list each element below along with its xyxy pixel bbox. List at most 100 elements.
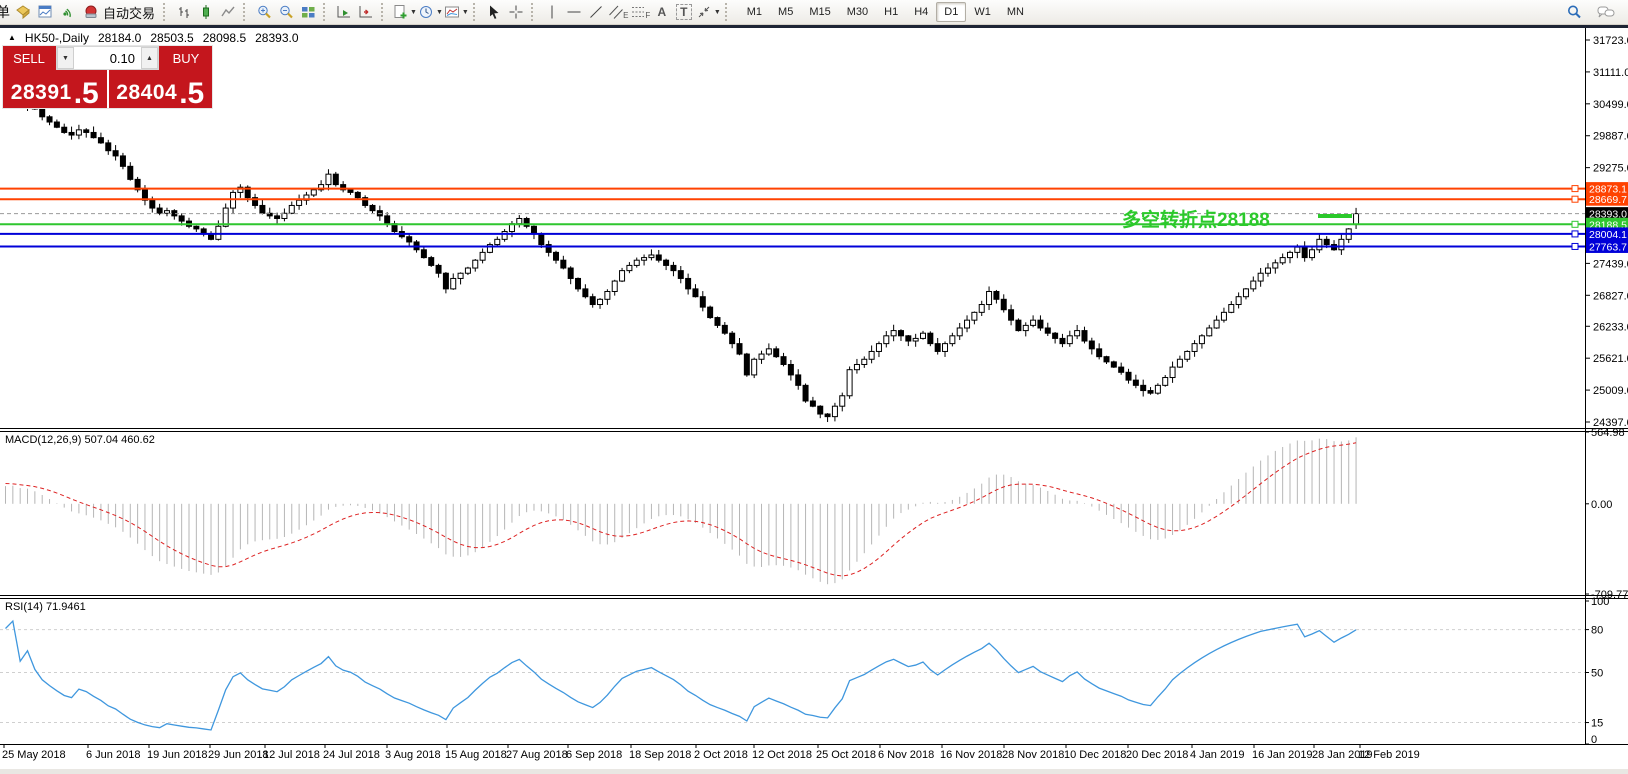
svg-text:28 Nov 2018: 28 Nov 2018 bbox=[1002, 749, 1064, 761]
svg-text:12 Oct 2018: 12 Oct 2018 bbox=[752, 749, 812, 761]
bar-chart-icon[interactable] bbox=[173, 2, 195, 23]
pane-borders bbox=[0, 28, 1628, 745]
label-tool-icon[interactable]: T bbox=[673, 2, 695, 23]
svg-text:16 Jan 2019: 16 Jan 2019 bbox=[1252, 749, 1313, 761]
svg-text:24397.0: 24397.0 bbox=[1593, 417, 1628, 429]
signals-icon[interactable] bbox=[56, 2, 78, 23]
search-icon[interactable] bbox=[1563, 2, 1585, 23]
chart-header: ▲ HK50-,Daily 28184.0 28503.5 28098.5 28… bbox=[8, 31, 299, 45]
sell-price[interactable]: 28391 .5 bbox=[3, 70, 109, 110]
collapse-panel-icon[interactable]: ▲ bbox=[8, 33, 16, 42]
auto-scroll-icon[interactable] bbox=[333, 2, 355, 23]
svg-text:6 Sep 2018: 6 Sep 2018 bbox=[566, 749, 622, 761]
timeframe-button-W1[interactable]: W1 bbox=[974, 6, 991, 18]
cursor-tool-icon[interactable] bbox=[483, 2, 505, 23]
symbol-period-label: HK50-,Daily bbox=[24, 31, 89, 45]
periods-icon[interactable]: ▼ bbox=[417, 2, 443, 23]
chat-icon[interactable] bbox=[1595, 2, 1617, 23]
svg-text:0.00: 0.00 bbox=[1591, 499, 1612, 511]
rsi-axis: 100 80 50 15 0 bbox=[1585, 596, 1609, 746]
buy-button[interactable]: BUY bbox=[160, 46, 212, 70]
pivot-annotation-text: 多空转折点28188 bbox=[1122, 210, 1270, 231]
svg-text:4 Jan 2019: 4 Jan 2019 bbox=[1190, 749, 1244, 761]
new-chart-icon[interactable] bbox=[34, 2, 56, 23]
toolbar-separator bbox=[530, 3, 537, 21]
horizontal-line-tool-icon[interactable] bbox=[563, 2, 585, 23]
volume-field: ▼ 0.10 ▲ bbox=[56, 46, 159, 70]
sell-price-frac: .5 bbox=[73, 77, 99, 110]
timeframe-button-MN[interactable]: MN bbox=[1006, 6, 1024, 18]
buy-price[interactable]: 28404 .5 bbox=[109, 70, 213, 110]
svg-text:29275.0: 29275.0 bbox=[1593, 163, 1628, 175]
svg-text:10 Dec 2018: 10 Dec 2018 bbox=[1064, 749, 1126, 761]
tile-windows-icon[interactable] bbox=[297, 2, 319, 23]
svg-text:564.98: 564.98 bbox=[1591, 427, 1625, 439]
auto-trading-button[interactable]: 自动交易 bbox=[78, 2, 159, 23]
new-order-partial-label[interactable]: 单 bbox=[0, 4, 10, 20]
svg-text:12 Feb 2019: 12 Feb 2019 bbox=[1358, 749, 1420, 761]
ohlc-close: 28393.0 bbox=[255, 31, 299, 45]
price-axis: 31723.0 31111.0 30499.0 29887.0 29275.0 27439… bbox=[1585, 35, 1628, 429]
crosshair-tool-icon[interactable] bbox=[505, 2, 527, 23]
indicators-icon[interactable]: ▼ bbox=[391, 2, 417, 23]
toolbar-separator bbox=[163, 3, 169, 21]
timeframe-button-M5[interactable]: M5 bbox=[778, 6, 794, 18]
sell-price-main: 28391 bbox=[10, 81, 72, 104]
zoom-in-icon[interactable] bbox=[253, 2, 275, 23]
chart-shift-icon[interactable] bbox=[355, 2, 377, 23]
templates-icon[interactable]: ▼ bbox=[443, 2, 469, 23]
text-tool-icon[interactable]: A bbox=[651, 2, 673, 23]
svg-text:80: 80 bbox=[1591, 625, 1603, 637]
new-order-icon[interactable] bbox=[12, 2, 34, 23]
fibonacci-tool-icon[interactable]: F bbox=[629, 2, 651, 23]
svg-text:27439.0: 27439.0 bbox=[1593, 258, 1628, 270]
time-axis: 25 May 2018 6 Jun 2018 19 Jun 2018 29 Jun 2… bbox=[2, 744, 1420, 761]
timeframe-button-D1[interactable]: D1 bbox=[936, 2, 967, 22]
timeframe-button-M15[interactable]: M15 bbox=[809, 6, 831, 18]
volume-increase-button[interactable]: ▲ bbox=[141, 47, 158, 69]
line-chart-icon[interactable] bbox=[217, 2, 239, 23]
svg-text:100: 100 bbox=[1591, 596, 1609, 608]
ohlc-high: 28503.5 bbox=[150, 31, 194, 45]
svg-text:20 Dec 2018: 20 Dec 2018 bbox=[1126, 749, 1188, 761]
channel-suffix-label: E bbox=[623, 10, 629, 20]
fibo-suffix-label: F bbox=[645, 10, 651, 20]
trendline-tool-icon[interactable] bbox=[585, 2, 607, 23]
svg-text:19 Jun 2018: 19 Jun 2018 bbox=[147, 749, 208, 761]
svg-text:29887.0: 29887.0 bbox=[1593, 131, 1628, 143]
timeframe-toolbar: M1 M5 M15 M30 H1 H4 D1 W1 MN bbox=[739, 2, 1032, 22]
zoom-out-icon[interactable] bbox=[275, 2, 297, 23]
auto-trading-icon bbox=[85, 5, 97, 18]
buy-price-frac: .5 bbox=[179, 77, 205, 110]
auto-trading-label: 自动交易 bbox=[103, 5, 156, 21]
svg-text:12 Jul 2018: 12 Jul 2018 bbox=[263, 749, 320, 761]
green-trend-segment bbox=[1318, 214, 1352, 218]
macd-axis: 564.98 0.00 -709.77 bbox=[1585, 427, 1628, 601]
svg-text:28873.1: 28873.1 bbox=[1589, 184, 1627, 196]
top-toolbar: 单 自动交易 ▼ ▼ ▼ bbox=[0, 0, 1628, 25]
candlestick-chart-icon[interactable] bbox=[195, 2, 217, 23]
timeframe-button-H1[interactable]: H1 bbox=[884, 6, 899, 18]
dropdown-caret: ▼ bbox=[435, 8, 443, 16]
dropdown-caret: ▼ bbox=[410, 8, 417, 16]
timeframe-button-M1[interactable]: M1 bbox=[746, 6, 763, 18]
svg-text:15: 15 bbox=[1591, 718, 1603, 730]
timeframe-button-H4[interactable]: H4 bbox=[914, 6, 929, 18]
timeframe-button-M30[interactable]: M30 bbox=[846, 6, 869, 18]
svg-text:25 May 2018: 25 May 2018 bbox=[2, 749, 66, 761]
svg-text:26827.0: 26827.0 bbox=[1593, 290, 1628, 302]
svg-text:28 Jan 2019: 28 Jan 2019 bbox=[1312, 749, 1373, 761]
shapes-tool-icon[interactable]: ▼ bbox=[695, 2, 721, 23]
svg-text:28669.7: 28669.7 bbox=[1589, 194, 1627, 206]
macd-indicator-label: MACD(12,26,9) 507.04 460.62 bbox=[5, 434, 155, 446]
volume-decrease-button[interactable]: ▼ bbox=[57, 47, 74, 69]
sell-button[interactable]: SELL bbox=[3, 46, 55, 70]
svg-text:15 Aug 2018: 15 Aug 2018 bbox=[445, 749, 507, 761]
svg-text:31723.0: 31723.0 bbox=[1593, 35, 1628, 47]
vertical-line-tool-icon[interactable] bbox=[541, 2, 563, 23]
volume-input[interactable]: 0.10 bbox=[109, 50, 135, 66]
horizontal-level-lines[interactable] bbox=[0, 185, 1585, 250]
svg-text:24 Jul 2018: 24 Jul 2018 bbox=[323, 749, 380, 761]
channel-tool-icon[interactable]: E bbox=[607, 2, 629, 23]
